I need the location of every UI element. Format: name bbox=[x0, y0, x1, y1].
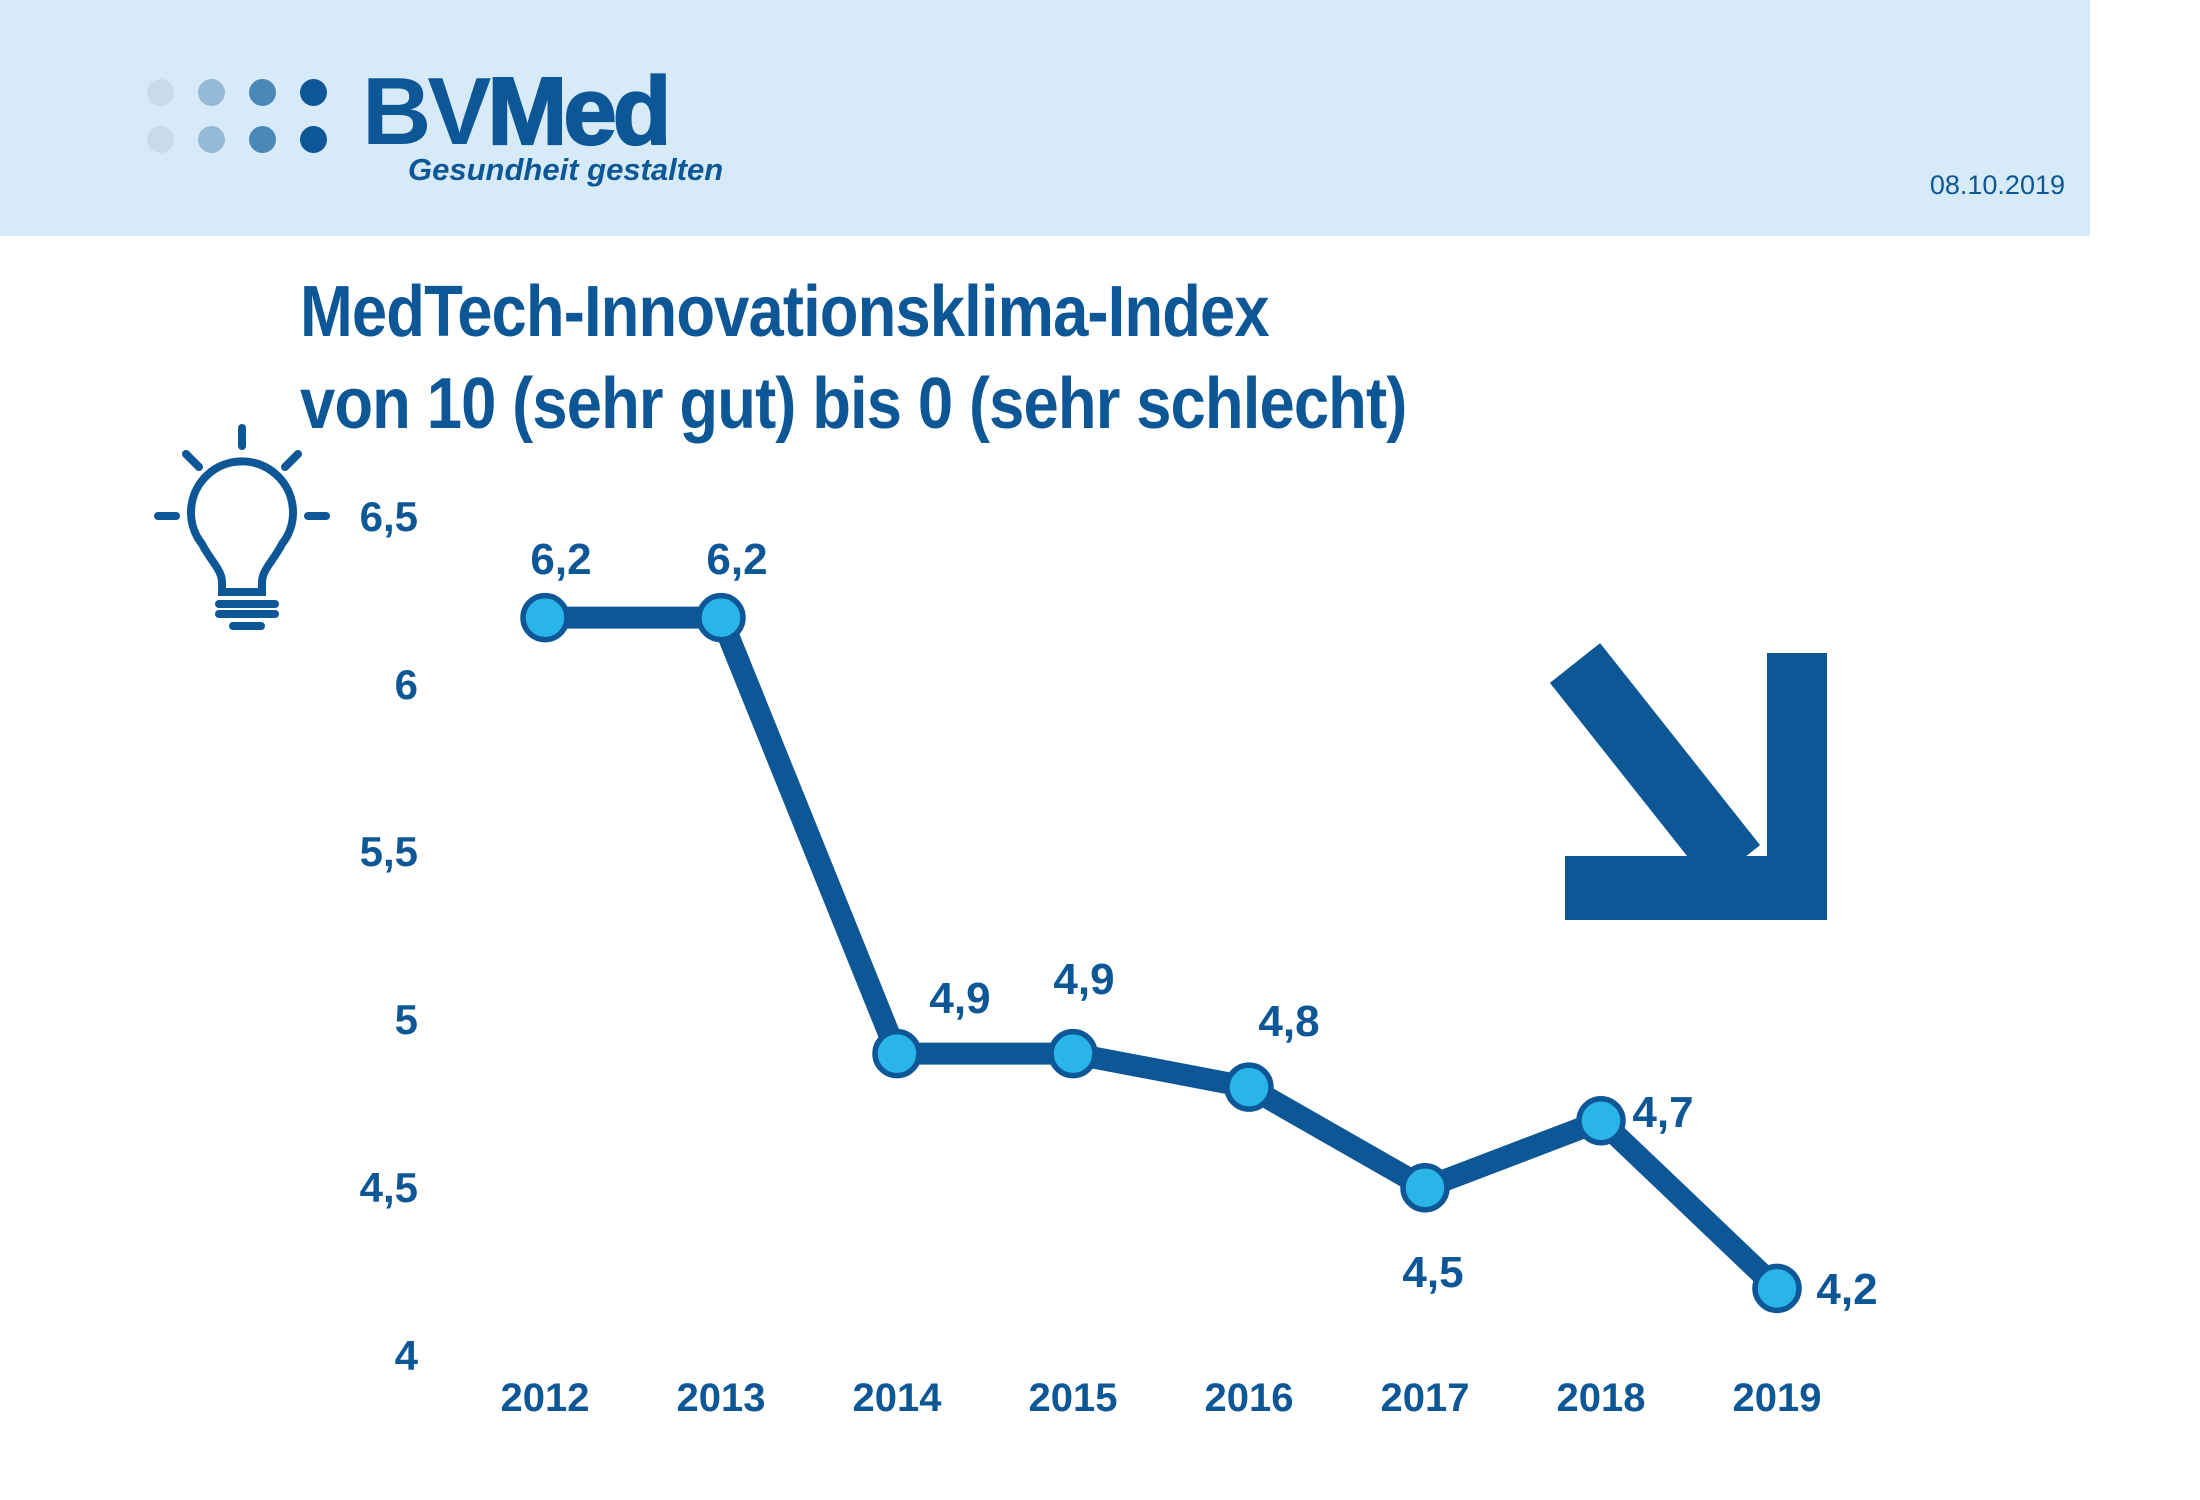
logo-dot bbox=[249, 126, 276, 153]
lightbulb-icon bbox=[154, 424, 330, 630]
data-point-label: 4,9 bbox=[929, 973, 991, 1023]
logo-dot bbox=[147, 79, 174, 106]
data-point bbox=[872, 1028, 922, 1079]
data-point bbox=[696, 592, 746, 643]
data-point bbox=[1224, 1062, 1274, 1112]
data-point bbox=[520, 592, 570, 643]
data-point bbox=[1752, 1263, 1802, 1314]
logo-dot bbox=[198, 126, 225, 153]
arrow-down-right-icon bbox=[1549, 643, 1827, 920]
x-tick-label: 2019 bbox=[1732, 1376, 1822, 1420]
logo-text-med: Med bbox=[486, 58, 672, 165]
x-tick-label: 2012 bbox=[500, 1376, 590, 1420]
x-tick-label: 2018 bbox=[1556, 1376, 1646, 1420]
y-tick-label: 5,5 bbox=[359, 828, 418, 876]
data-point bbox=[1576, 1095, 1626, 1146]
data-point-label: 4,2 bbox=[1816, 1265, 1878, 1315]
data-point-label: 6,2 bbox=[530, 534, 592, 584]
logo-dot bbox=[300, 126, 327, 153]
data-point-label: 4,5 bbox=[1402, 1247, 1464, 1297]
page-title-line1: MedTech-Innovationsklima-Index bbox=[300, 272, 1270, 352]
logo-dot bbox=[147, 126, 174, 153]
x-tick-label: 2014 bbox=[852, 1376, 942, 1420]
y-tick-label: 4,5 bbox=[359, 1163, 418, 1211]
y-tick-label: 5 bbox=[394, 996, 418, 1044]
x-tick-label: 2016 bbox=[1204, 1376, 1294, 1420]
data-line bbox=[545, 606, 1785, 1297]
logo-dot bbox=[249, 79, 276, 106]
header-band: BVMed Gesundheit gestalten 08.10.2019 bbox=[0, 0, 2090, 236]
logo-dots bbox=[147, 79, 367, 169]
x-tick-label: 2015 bbox=[1028, 1376, 1118, 1420]
x-tick-label: 2017 bbox=[1380, 1376, 1470, 1420]
y-tick-label: 6 bbox=[394, 660, 418, 708]
logo-dot bbox=[198, 79, 225, 106]
page-title: MedTech-Innovationsklima-Index von 10 (s… bbox=[300, 266, 1407, 450]
logo-text-bv: BV bbox=[362, 58, 491, 165]
data-point-label: 6,2 bbox=[706, 534, 768, 584]
data-point bbox=[1400, 1163, 1450, 1213]
x-tick-label: 2013 bbox=[676, 1376, 766, 1420]
page-title-line2: von 10 (sehr gut) bis 0 (sehr schlecht) bbox=[300, 364, 1407, 444]
data-point-label: 4,9 bbox=[1053, 954, 1115, 1004]
data-point-label: 4,8 bbox=[1258, 997, 1320, 1047]
data-point bbox=[1048, 1028, 1098, 1079]
y-tick-label: 6,5 bbox=[359, 493, 418, 540]
header-date: 08.10.2019 bbox=[1929, 170, 2065, 200]
y-tick-label: 4 bbox=[394, 1331, 418, 1379]
data-point-label: 4,7 bbox=[1632, 1087, 1694, 1137]
logo-tagline: Gesundheit gestalten bbox=[408, 152, 724, 187]
bvmed-logo: BVMed bbox=[362, 62, 672, 160]
logo-dot bbox=[300, 79, 327, 106]
